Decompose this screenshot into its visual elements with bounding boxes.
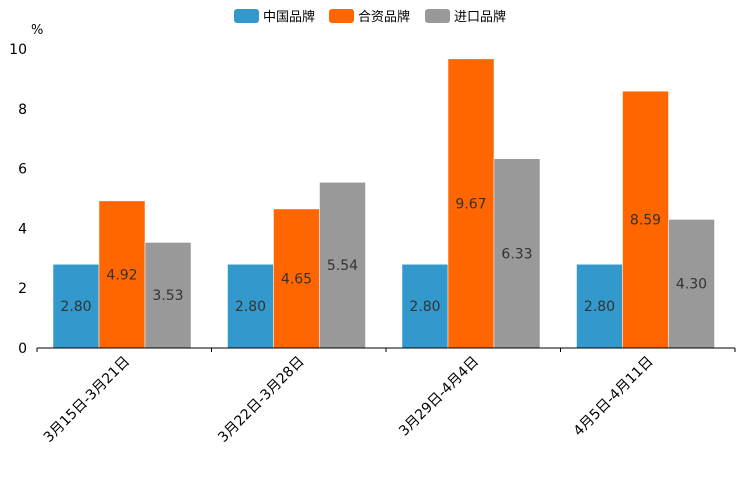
- legend-label: 合资品牌: [358, 9, 410, 25]
- bar-china: [576, 264, 623, 349]
- data-label: 3.53: [152, 288, 183, 304]
- legend-label: 进口品牌: [454, 9, 506, 25]
- x-category-label: 3月15日-3月21日: [41, 354, 133, 446]
- y-tick-label: 2: [18, 281, 27, 297]
- x-category-label: 3月29日-4月4日: [396, 354, 482, 440]
- bar-china: [227, 264, 274, 349]
- y-tick-label: 6: [18, 162, 27, 178]
- x-category-label: 3月22日-3月28日: [215, 354, 307, 446]
- data-labels: 2.80 4.92 3.53 2.80 4.65 5.54 2.80 9.67 6.33 2.80…: [60, 196, 707, 315]
- y-axis-ticks: 0 2 4 6 8 10: [9, 42, 27, 357]
- bar-import: [144, 242, 192, 349]
- bar-jv: [98, 200, 146, 349]
- y-tick-label: 8: [18, 102, 27, 118]
- legend-swatch: [329, 9, 354, 23]
- legend: 中国品牌 合资品牌 进口品牌: [234, 9, 506, 25]
- data-label: 2.80: [235, 299, 266, 315]
- y-tick-label: 4: [18, 221, 27, 237]
- data-label: 5.54: [327, 258, 358, 274]
- bar-import: [668, 219, 715, 349]
- legend-label: 中国品牌: [263, 9, 315, 25]
- y-axis-unit: %: [31, 23, 43, 38]
- bar-jv: [447, 58, 495, 349]
- data-label: 2.80: [584, 299, 615, 315]
- data-label: 8.59: [630, 213, 661, 229]
- y-tick-label: 10: [9, 42, 27, 58]
- data-label: 2.80: [60, 299, 91, 315]
- bar-jv: [273, 208, 320, 349]
- bar-china: [52, 264, 100, 349]
- legend-swatch: [234, 9, 259, 23]
- legend-swatch: [425, 9, 450, 23]
- x-axis-ticks: 3月15日-3月21日 3月22日-3月28日 3月29日-4月4日 4月5日-4月1…: [36, 348, 736, 446]
- bar-import: [319, 182, 366, 349]
- y-tick-label: 0: [18, 341, 27, 357]
- bars: [52, 58, 715, 349]
- x-category-label: 4月5日-4月11日: [571, 354, 657, 440]
- data-label: 6.33: [501, 246, 532, 262]
- data-label: 4.65: [281, 271, 312, 287]
- data-label: 9.67: [455, 196, 486, 212]
- data-label: 4.30: [676, 277, 707, 293]
- data-label: 4.92: [106, 267, 137, 283]
- data-label: 2.80: [409, 299, 440, 315]
